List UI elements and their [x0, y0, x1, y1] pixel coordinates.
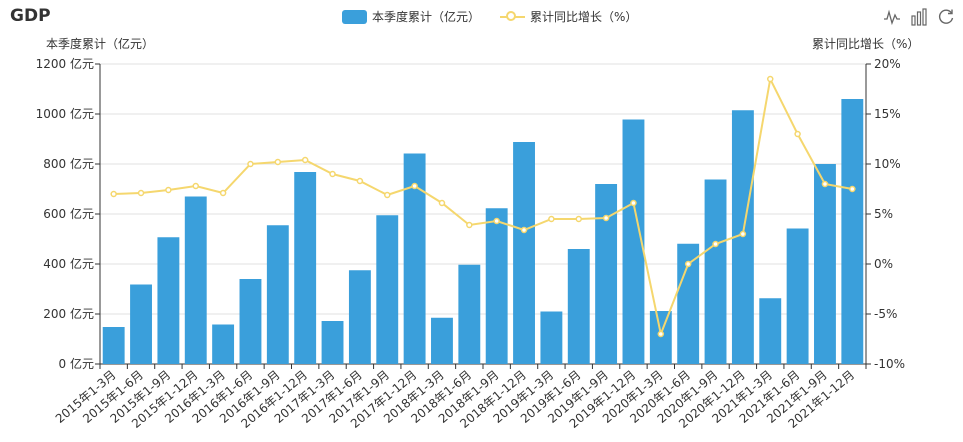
line-point [384, 191, 391, 199]
line-point [849, 185, 856, 193]
y-left-tick-label: 400 亿元 [43, 256, 94, 271]
y-left-tick-label: 0 亿元 [59, 356, 94, 371]
y-right-tick-label: -5% [874, 307, 897, 321]
y-axis-right-name: 累计同比增长（%） [812, 37, 920, 51]
bar [184, 196, 207, 364]
bar [677, 243, 700, 364]
y-left-tick-label: 1000 亿元 [36, 106, 94, 121]
line-point [356, 177, 364, 185]
line-point [110, 190, 117, 198]
line-point [137, 189, 145, 197]
bar [403, 153, 426, 364]
bar [540, 311, 563, 364]
bar [649, 311, 672, 364]
line-point [192, 182, 199, 190]
legend-item-bar-series[interactable]: 本季度累计（亿元） [342, 8, 480, 25]
line-point [466, 221, 473, 229]
bar-chart-icon[interactable] [910, 8, 928, 26]
line-point [411, 182, 418, 190]
line-point [602, 214, 610, 222]
bar [513, 142, 535, 364]
line-point [165, 186, 172, 194]
y-right-tick-label: 20% [874, 57, 901, 71]
bar [458, 264, 481, 364]
legend-item-line-series[interactable]: 累计同比增长（%） [500, 8, 637, 25]
line-point [329, 170, 336, 178]
bar [157, 237, 180, 364]
line-point [247, 160, 254, 168]
line-chart-icon[interactable] [883, 8, 901, 26]
bar [595, 184, 618, 364]
line-point [739, 230, 747, 238]
line-point [274, 158, 282, 166]
y-right-tick-label: 5% [874, 207, 893, 221]
y-left-tick-label: 1200 亿元 [36, 56, 94, 71]
legend-label-bar-series: 本季度累计（亿元） [372, 10, 481, 24]
bar [704, 179, 727, 364]
y-axis-left-name: 本季度累计（亿元） [46, 37, 155, 51]
bar [376, 215, 399, 364]
bar [212, 324, 235, 364]
line-point [630, 199, 637, 207]
chart-title: GDP [10, 6, 51, 26]
bar [239, 279, 262, 364]
line-point [520, 226, 528, 234]
line-point [712, 240, 719, 248]
line-point [657, 330, 665, 338]
bar [102, 327, 125, 364]
bar [759, 298, 782, 364]
line-point [548, 215, 555, 223]
legend: 本季度累计（亿元） 累计同比增长（%） [342, 8, 657, 25]
bar [431, 317, 453, 364]
line-point [575, 215, 582, 223]
bar [348, 270, 371, 364]
bar [841, 99, 864, 364]
line-point [794, 130, 801, 138]
bar [567, 249, 590, 364]
legend-label-line-series: 累计同比增长（%） [530, 10, 638, 24]
bar [294, 172, 317, 364]
bar [622, 119, 645, 364]
line-point [493, 217, 500, 225]
y-right-tick-label: -10% [874, 357, 905, 371]
y-left-tick-label: 200 亿元 [43, 306, 94, 321]
line-point [438, 199, 446, 207]
line-point [219, 189, 227, 197]
line-point [767, 75, 774, 83]
growth-line [113, 75, 853, 338]
y-right-tick-label: 10% [874, 157, 901, 171]
bar [485, 208, 508, 364]
y-right-tick-label: 0% [874, 257, 893, 271]
legend-line-swatch [500, 10, 526, 24]
line-point [821, 180, 829, 188]
legend-bar-swatch [342, 9, 367, 24]
y-left-tick-label: 600 亿元 [43, 206, 94, 221]
y-right-tick-label: 15% [874, 107, 901, 121]
line-point [684, 260, 692, 268]
line-point [301, 156, 309, 164]
bar [130, 284, 152, 364]
toolbox [874, 8, 955, 26]
bar [786, 228, 809, 364]
y-left-tick-label: 800 亿元 [43, 156, 94, 171]
bar [321, 321, 344, 364]
bar [814, 164, 836, 364]
bar [266, 225, 289, 364]
restore-icon[interactable] [937, 8, 955, 26]
